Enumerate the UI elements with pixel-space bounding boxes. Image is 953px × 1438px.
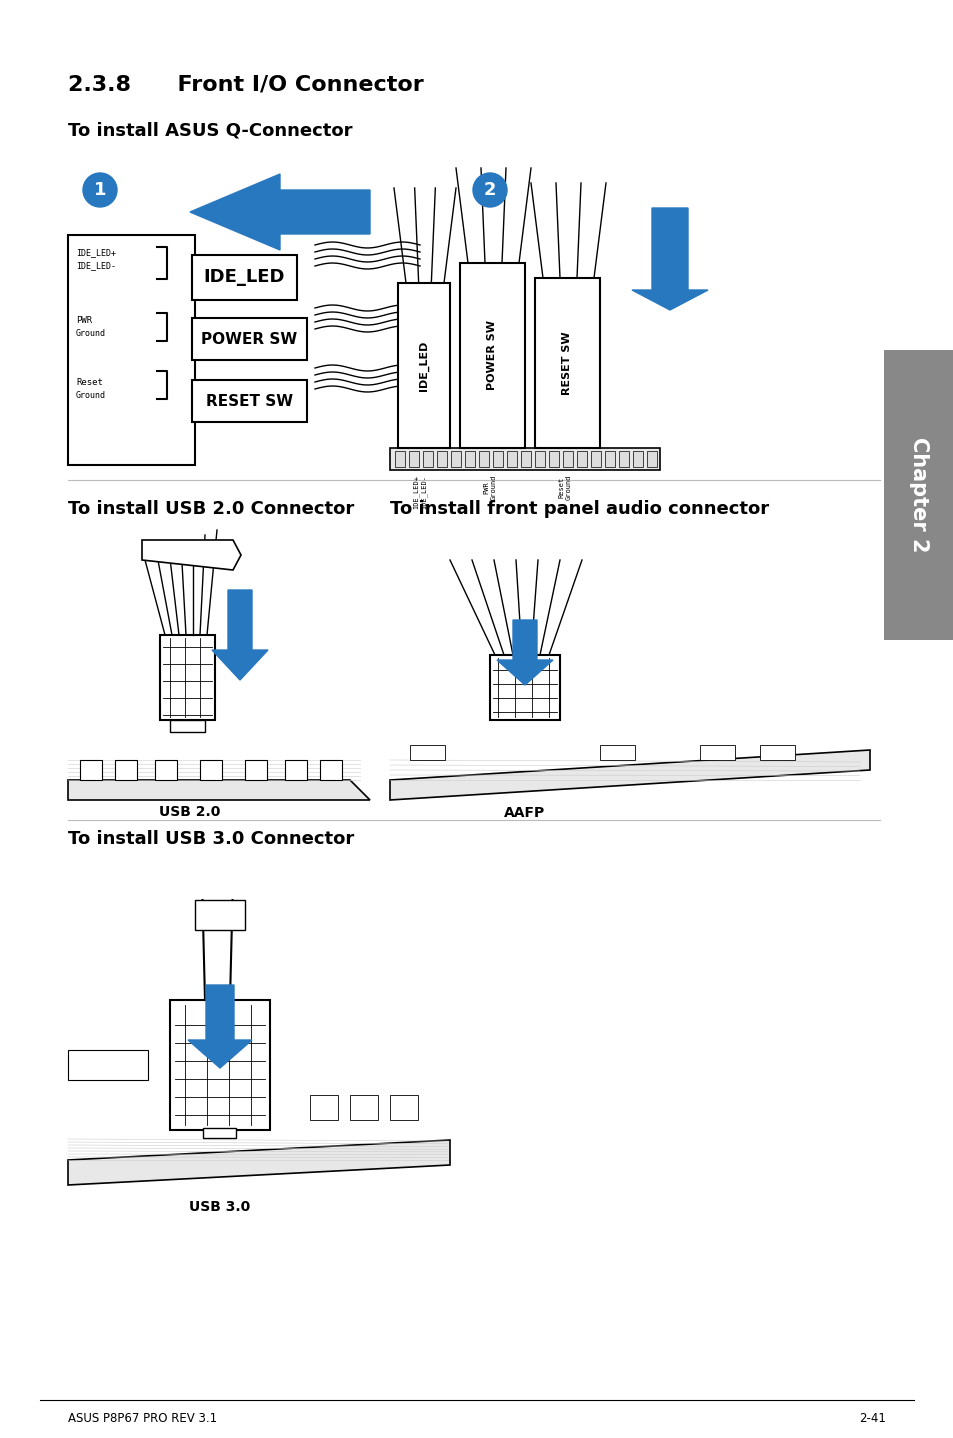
Bar [68,1050,148,1080]
Bar [192,255,296,301]
Bar [192,318,307,360]
Text: POWER SW: POWER SW [201,332,297,347]
Text: To install ASUS Q-Connector: To install ASUS Q-Connector [68,122,352,139]
Text: 2: 2 [483,181,496,198]
Bar [68,234,194,464]
Circle shape [83,173,117,207]
Bar [194,900,245,930]
Bar [422,452,433,467]
Text: PWR
Ground: PWR Ground [483,475,496,500]
Bar [390,1094,417,1120]
Bar [192,380,307,421]
Bar [590,452,600,467]
Polygon shape [497,620,553,684]
Bar [520,452,531,467]
Circle shape [473,173,506,207]
Bar [700,745,734,761]
Bar [618,452,628,467]
Bar [395,452,405,467]
Text: 2.3.8      Front I/O Connector: 2.3.8 Front I/O Connector [68,75,423,95]
Text: 2-41: 2-41 [859,1412,885,1425]
Text: IDE_LED+
IDE_LED-: IDE_LED+ IDE_LED- [413,475,427,509]
Bar [350,1094,377,1120]
Text: Ground: Ground [76,391,106,400]
Polygon shape [631,209,707,311]
Text: AAFP: AAFP [504,807,545,820]
Text: 1: 1 [93,181,106,198]
Bar [245,761,267,779]
Text: To install USB 2.0 Connector: To install USB 2.0 Connector [68,500,354,518]
Bar [80,761,102,779]
Bar [478,452,489,467]
Polygon shape [68,779,370,800]
Text: To install USB 3.0 Connector: To install USB 3.0 Connector [68,830,354,848]
Text: IDE_LED: IDE_LED [418,341,429,391]
Bar [506,452,517,467]
Polygon shape [390,751,869,800]
Bar [390,449,659,470]
Bar [883,349,953,640]
Bar [436,452,447,467]
Bar [397,283,450,449]
Text: Ground: Ground [76,329,106,338]
Bar [451,452,460,467]
Bar [535,452,544,467]
Text: ASUS P8P67 PRO REV 3.1: ASUS P8P67 PRO REV 3.1 [68,1412,217,1425]
Polygon shape [212,590,268,680]
Text: RESET SW: RESET SW [206,394,293,408]
Bar [490,654,559,720]
Bar [203,1127,235,1137]
Bar [200,761,222,779]
Text: Reset: Reset [76,378,103,387]
Bar [410,745,444,761]
Bar [409,452,418,467]
Bar [548,452,558,467]
Text: Reset
Ground: Reset Ground [558,475,571,500]
Polygon shape [188,985,252,1068]
Text: USB 2.0: USB 2.0 [159,805,220,820]
Text: To install front panel audio connector: To install front panel audio connector [390,500,768,518]
Text: PWR: PWR [76,316,92,325]
Bar [577,452,586,467]
Bar [115,761,137,779]
Text: Chapter 2: Chapter 2 [908,437,928,552]
Bar [459,263,524,449]
Bar [535,278,599,449]
Text: IDE_LED-: IDE_LED- [76,262,116,270]
Bar [170,999,270,1130]
Bar [760,745,794,761]
Text: IDE_LED+: IDE_LED+ [76,247,116,257]
Bar [562,452,573,467]
Bar [646,452,657,467]
Bar [154,761,177,779]
Polygon shape [142,541,241,569]
Text: POWER SW: POWER SW [487,321,497,391]
Bar [633,452,642,467]
Bar [285,761,307,779]
Text: RESET SW: RESET SW [562,331,572,395]
Bar [493,452,502,467]
Bar [160,636,214,720]
Bar [310,1094,337,1120]
Polygon shape [68,1140,450,1185]
Text: USB 3.0: USB 3.0 [190,1199,251,1214]
Bar [464,452,475,467]
Bar [599,745,635,761]
Bar [319,761,341,779]
Polygon shape [190,174,370,250]
Text: IDE_LED: IDE_LED [204,269,285,286]
Bar [170,720,205,732]
Bar [604,452,615,467]
